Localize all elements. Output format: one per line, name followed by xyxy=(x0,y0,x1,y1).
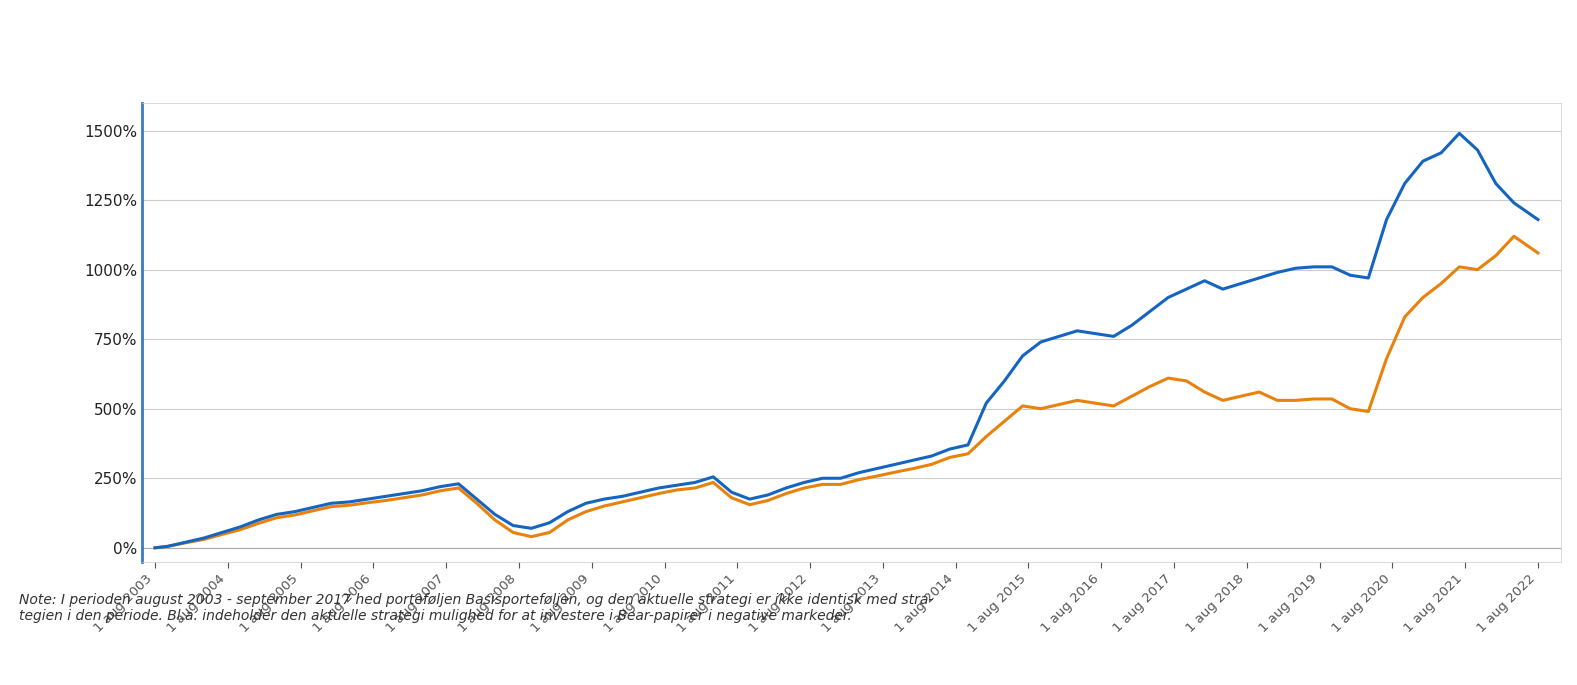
Text: Note: I perioden august 2003 - september 2017 hed porteføljen Basisporteføljen, : Note: I perioden august 2003 - september… xyxy=(19,593,934,623)
Text: Afkast siden start - Portefølje (Blå) <> Copenhagen Benchmark: Afkast siden start - Portefølje (Blå) <>… xyxy=(19,38,817,60)
